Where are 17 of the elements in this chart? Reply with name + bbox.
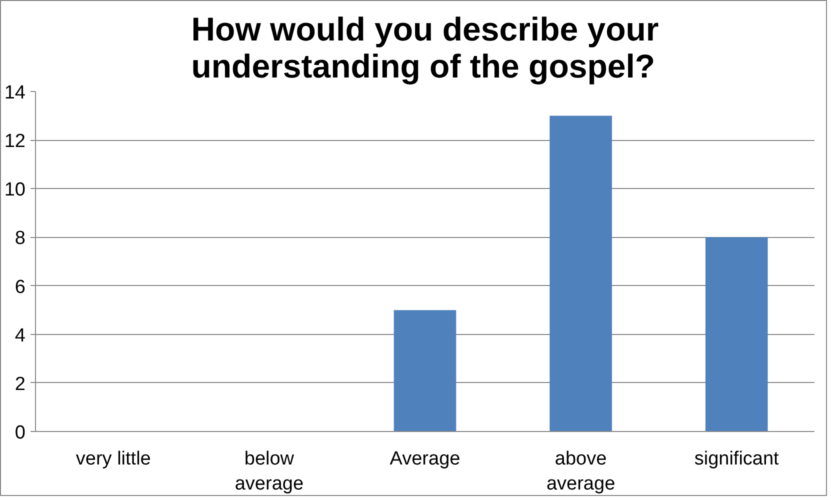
y-tick-label: 14 [4,82,26,104]
x-tick-label: significant [694,448,780,470]
y-tick-label: 8 [14,228,26,250]
y-tick-label: 4 [14,325,26,346]
bar [705,237,768,432]
y-tick-label: 2 [14,374,26,395]
x-tick-label: very little [76,448,151,470]
bar [550,116,612,432]
y-tick-label: 0 [14,422,26,444]
x-tick-label: above average [546,448,616,495]
y-tick-label: 6 [14,276,26,298]
x-tick-label: Average [390,448,460,470]
y-tick-label: 12 [4,131,26,152]
chart-title: How would you describe your understanding of the gospel? [191,10,659,84]
bar [394,310,456,432]
x-tick-label: below average [234,448,304,495]
y-tick-label: 10 [4,180,26,201]
